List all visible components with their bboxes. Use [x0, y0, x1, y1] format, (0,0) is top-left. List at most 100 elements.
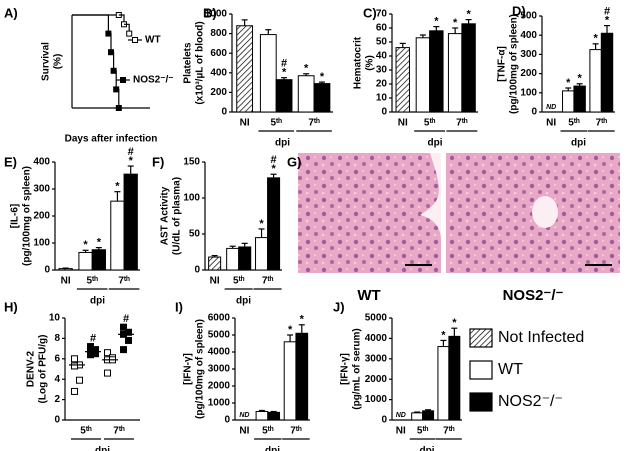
significance: #: [123, 313, 129, 325]
x-tick-label: 7ᵗʰ: [262, 276, 274, 287]
x-axis-label: dpi: [90, 296, 105, 307]
y-tick-label: 0: [381, 107, 387, 118]
y-tick-label: 4000: [208, 347, 231, 358]
point: [104, 369, 111, 377]
y-tick-label: 5000: [208, 330, 231, 341]
x-tick-label: 5ᵗʰ: [424, 118, 436, 129]
significance: *: [304, 63, 309, 75]
significance: *: [593, 33, 598, 45]
bar: [110, 200, 125, 271]
x-tick-label: 5ᵗʰ: [233, 276, 245, 287]
y-tick-label: 1000: [365, 394, 388, 405]
series-key-marker: [120, 77, 126, 83]
y-tick-label: 70: [376, 9, 388, 20]
image-caption: WT: [357, 287, 380, 304]
y-axis-label: (Log of PFU/g): [38, 335, 49, 404]
y-tick-label: 8: [54, 333, 60, 344]
y-axis-label: Platelets: [183, 42, 194, 84]
significance: *: [434, 16, 439, 28]
bar: [91, 249, 106, 271]
y-tick-label: 50: [376, 37, 388, 48]
y-tick-label: 5000: [365, 313, 388, 324]
series-name: NOS2⁻/⁻: [133, 75, 174, 86]
y-tick-label: 3000: [208, 364, 231, 375]
y-tick-label: 0: [54, 415, 60, 426]
x-axis-label: dpi: [265, 446, 280, 451]
y-axis-label: (pg/mL of serum): [352, 328, 363, 409]
y-tick-label: 100: [33, 238, 50, 249]
y-tick-label: 500: [520, 11, 537, 22]
y-axis-label: Survival: [41, 42, 52, 81]
y-tick-label: 6000: [208, 313, 231, 324]
y-tick-label: 150: [183, 157, 200, 168]
legend-swatch: [469, 360, 493, 380]
significance: #: [271, 154, 277, 166]
y-tick-label: 600: [210, 48, 227, 59]
y-axis-label: (pg/100mg of spleen): [22, 166, 33, 266]
significance: *: [320, 71, 325, 83]
significance: *: [129, 155, 134, 167]
panel-label: G): [287, 154, 301, 169]
x-axis-label: dpi: [428, 138, 443, 149]
x-tick-label: NI: [398, 118, 408, 129]
y-tick-label: 30: [376, 65, 388, 76]
point: [71, 362, 78, 370]
bar: [236, 25, 254, 113]
legend-label: NOS2⁻/⁻: [498, 393, 563, 410]
x-tick-label: NI: [239, 426, 249, 437]
survival-marker: [115, 105, 122, 111]
y-tick-label: 0: [221, 107, 227, 118]
y-axis-label: [TNF-α]: [497, 46, 508, 82]
significance: *: [441, 329, 446, 341]
y-tick-label: 0: [44, 265, 50, 276]
x-tick-label: 5ᵗʰ: [80, 426, 92, 437]
x-tick-label: 5ᵗʰ: [417, 426, 429, 437]
y-axis-label: (%): [365, 55, 376, 71]
y-tick-label: 1000: [205, 9, 228, 20]
x-tick-label: NI: [61, 276, 71, 287]
x-axis-label: dpi: [236, 296, 251, 307]
x-tick-label: 7ᵗʰ: [308, 118, 320, 129]
significance: *: [97, 236, 102, 248]
x-axis-label: dpi: [95, 446, 110, 451]
significance: *: [115, 181, 120, 193]
significance: *: [259, 218, 264, 230]
micrograph-wt: [298, 153, 441, 273]
significance: #: [128, 146, 134, 158]
survival-step: [124, 23, 130, 34]
y-tick-label: 4: [54, 374, 60, 385]
value-label: ND: [396, 412, 406, 419]
y-tick-label: 20: [376, 79, 388, 90]
x-tick-label: 7ᵗʰ: [118, 276, 130, 287]
y-tick-label: 2000: [365, 374, 388, 385]
significance: #: [281, 58, 287, 70]
y-tick-label: 0: [381, 415, 387, 426]
bar: [437, 346, 450, 421]
y-tick-label: 10: [49, 313, 61, 324]
bar: [313, 83, 331, 113]
legend-label: WT: [498, 361, 523, 378]
value-label: ND: [546, 104, 556, 111]
y-tick-label: 300: [520, 49, 537, 60]
significance: *: [466, 9, 471, 21]
x-tick-label: 7ᵗʰ: [443, 426, 455, 437]
bar: [447, 33, 463, 113]
bar: [562, 90, 575, 113]
x-tick-label: 7ᵗʰ: [596, 118, 608, 129]
bar: [255, 237, 269, 271]
panel-label: H): [4, 299, 18, 314]
point: [125, 336, 132, 344]
significance: *: [566, 77, 571, 89]
micrograph-nos2: [446, 153, 620, 273]
series-name: WT: [145, 35, 161, 46]
y-tick-label: 200: [210, 87, 227, 98]
bar: [259, 34, 277, 113]
bar: [267, 177, 281, 271]
y-tick-label: 300: [33, 184, 50, 195]
bar: [275, 79, 293, 113]
y-tick-label: 6: [54, 353, 60, 364]
bar: [238, 246, 252, 271]
y-axis-label: [IFN-γ]: [183, 353, 194, 385]
significance: *: [578, 73, 583, 85]
